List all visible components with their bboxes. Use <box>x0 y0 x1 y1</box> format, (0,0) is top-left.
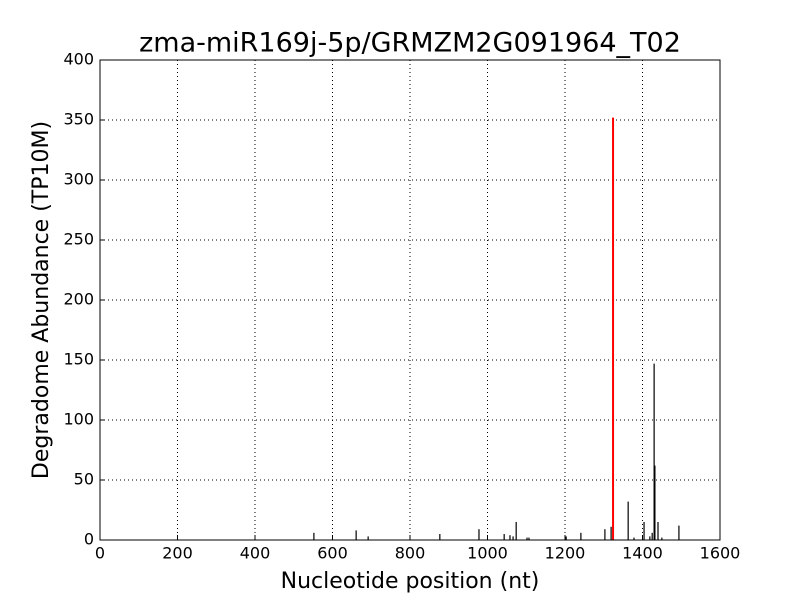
x-axis-label: Nucleotide position (nt) <box>281 569 540 594</box>
x-tick-label: 600 <box>317 544 348 563</box>
y-axis-label: Degradome Abundance (TP10M) <box>29 121 54 479</box>
y-tick-label: 400 <box>63 50 94 69</box>
plot-frame <box>99 59 721 541</box>
chart-title: zma-miR169j-5p/GRMZM2G091964_T02 <box>139 28 681 59</box>
x-tick-label: 1000 <box>467 544 508 563</box>
x-tick-label: 1600 <box>700 544 741 563</box>
y-tick-label: 350 <box>63 110 94 129</box>
y-tick-label: 100 <box>63 410 94 429</box>
y-tick-label: 150 <box>63 350 94 369</box>
x-tick-label: 1400 <box>622 544 663 563</box>
x-tick-label: 1200 <box>545 544 586 563</box>
y-tick-label: 200 <box>63 290 94 309</box>
y-tick-label: 300 <box>63 170 94 189</box>
x-tick-label: 200 <box>162 544 193 563</box>
x-tick-label: 800 <box>395 544 426 563</box>
y-tick-label: 250 <box>63 230 94 249</box>
x-tick-label: 400 <box>240 544 271 563</box>
y-tick-label: 50 <box>74 470 94 489</box>
y-tick-label: 0 <box>84 530 94 549</box>
x-tick-label: 0 <box>95 544 105 563</box>
